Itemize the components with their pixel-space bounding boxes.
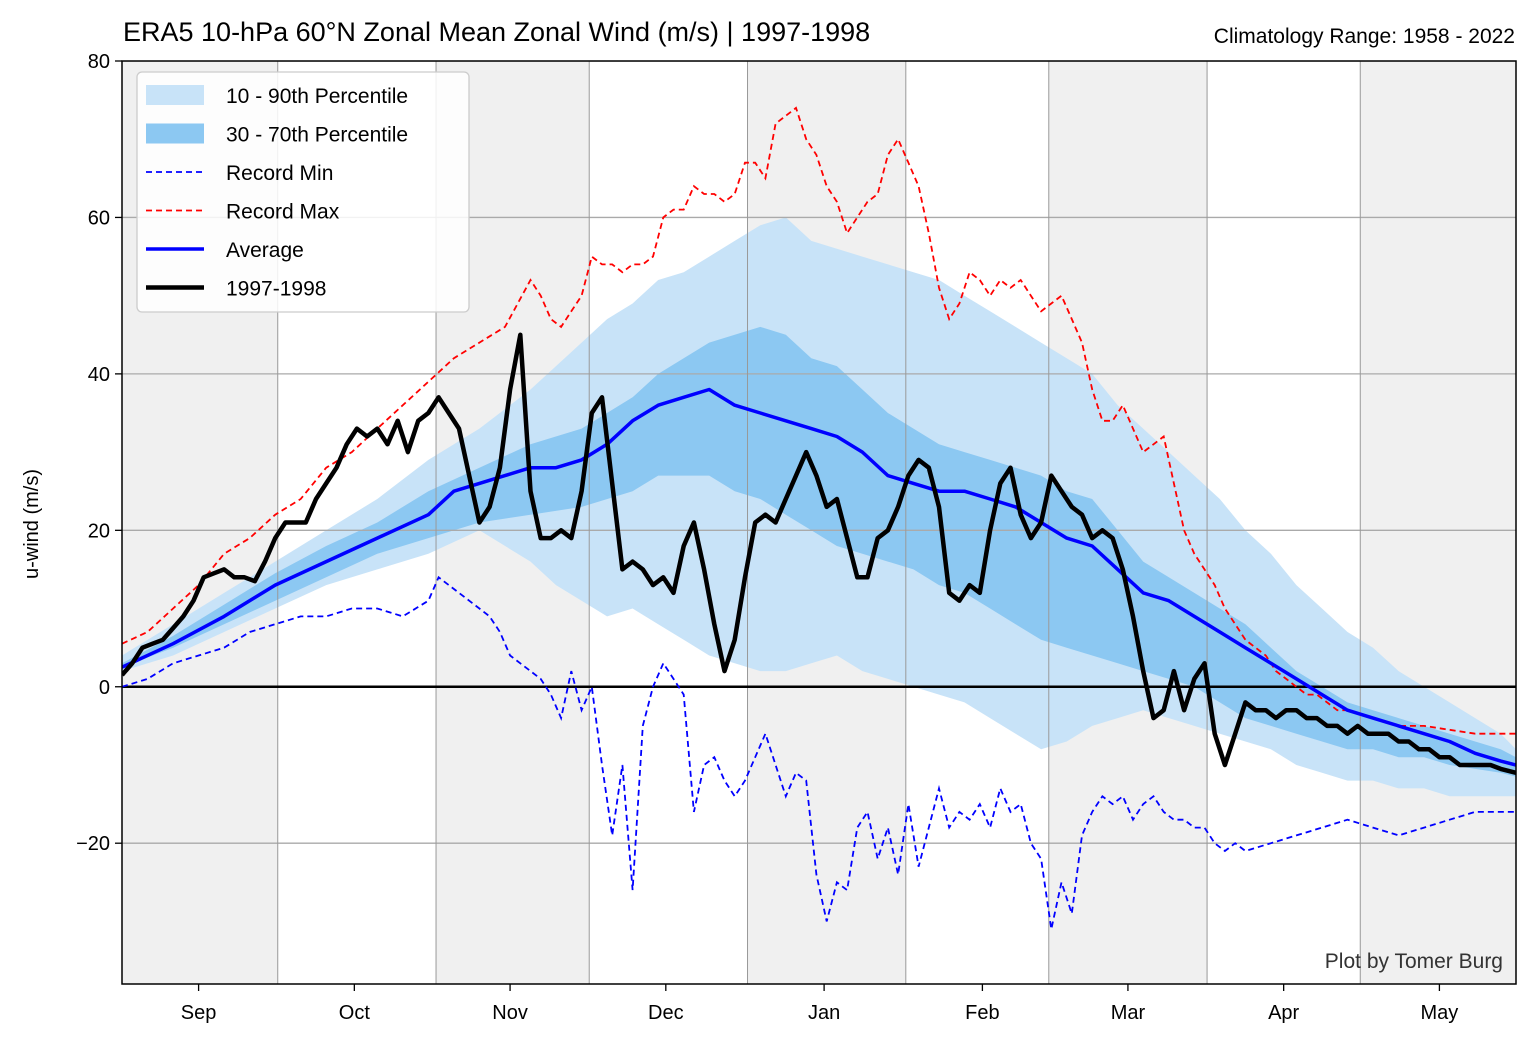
y-axis-label: u-wind (m/s) bbox=[21, 469, 43, 579]
chart-subtitle: Climatology Range: 1958 - 2022 bbox=[1214, 25, 1515, 48]
y-tick-label: 60 bbox=[88, 207, 110, 229]
legend-entry-label: Record Min bbox=[226, 162, 333, 185]
x-tick-label: Mar bbox=[1111, 1002, 1146, 1024]
month-shade-band bbox=[1360, 61, 1516, 984]
legend-swatch bbox=[146, 123, 204, 144]
y-tick-label: 20 bbox=[88, 520, 110, 542]
plot-frame bbox=[121, 60, 1517, 985]
legend-entry-label: 1997-1998 bbox=[226, 278, 326, 301]
y-tick-label: 80 bbox=[88, 51, 110, 73]
legend-entry-label: 10 - 90th Percentile bbox=[226, 85, 408, 108]
x-tick-label: Dec bbox=[648, 1002, 684, 1024]
legend-box bbox=[136, 71, 470, 313]
legend: 10 - 90th Percentile 30 - 70th Percentile… bbox=[136, 71, 470, 313]
y-tick-label: 0 bbox=[99, 677, 110, 699]
legend-entry-label: 30 - 70th Percentile bbox=[226, 124, 408, 147]
x-axis-ticks: Sep Oct Nov Dec Jan Feb Mar Apr May bbox=[181, 984, 1459, 1024]
record-max-line bbox=[122, 106, 1516, 735]
record-min-line bbox=[122, 575, 1516, 930]
x-tick-label: Jan bbox=[808, 1002, 840, 1024]
y-tick-label: −20 bbox=[76, 833, 110, 855]
x-tick-label: Feb bbox=[965, 1002, 999, 1024]
x-tick-label: May bbox=[1421, 1002, 1459, 1024]
legend-entry-label: Record Max bbox=[226, 201, 340, 224]
legend-entry-label: Average bbox=[226, 239, 304, 262]
x-tick-label: Sep bbox=[181, 1002, 217, 1024]
plot-credit: Plot by Tomer Burg bbox=[1325, 950, 1503, 973]
y-tick-label: 40 bbox=[88, 364, 110, 386]
x-tick-label: Apr bbox=[1268, 1002, 1299, 1024]
x-tick-label: Oct bbox=[339, 1002, 371, 1024]
x-tick-label: Nov bbox=[492, 1002, 528, 1024]
legend-swatch bbox=[146, 85, 204, 105]
y-axis-ticks: −20 0 20 40 60 80 bbox=[76, 51, 122, 855]
season-1997-1998-line bbox=[122, 332, 1516, 775]
chart-title: ERA5 10-hPa 60°N Zonal Mean Zonal Wind (… bbox=[123, 17, 870, 47]
band-30-70-percentile bbox=[122, 326, 1516, 777]
average-line bbox=[122, 387, 1516, 767]
